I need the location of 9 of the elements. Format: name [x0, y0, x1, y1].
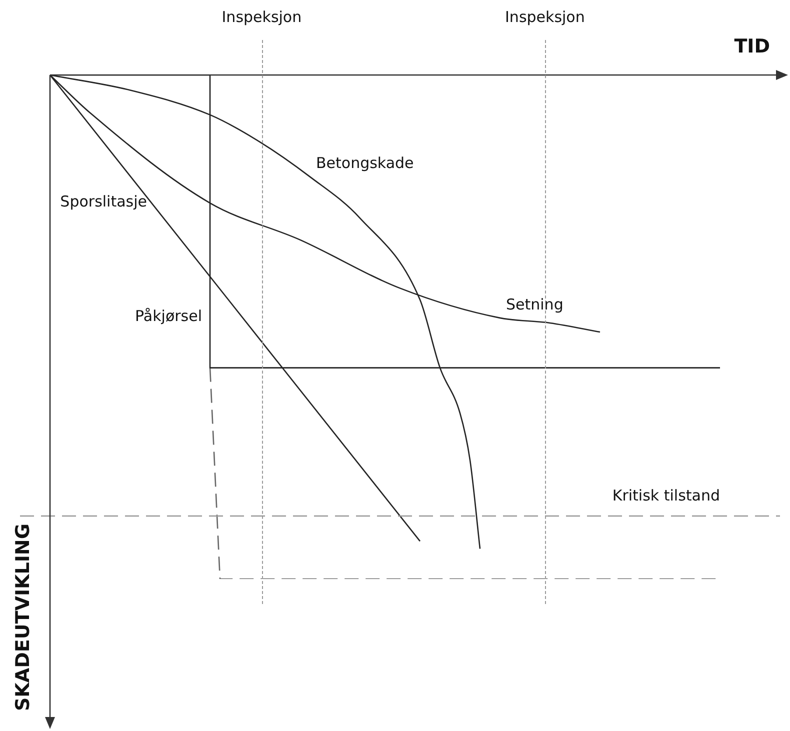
series-label: Betongskade	[316, 154, 414, 172]
ref-line-label: Kritisk tilstand	[612, 486, 720, 504]
y-axis-title: SKADEUTVIKLING	[12, 524, 34, 711]
series-label: Setning	[506, 295, 564, 314]
text: Inspeksjon	[505, 8, 585, 26]
series-label: Påkjørsel	[135, 307, 202, 326]
x-axis-title: TID	[734, 35, 770, 58]
series-label: Sporslitasje	[60, 192, 148, 210]
text: Inspeksjon	[222, 8, 302, 26]
